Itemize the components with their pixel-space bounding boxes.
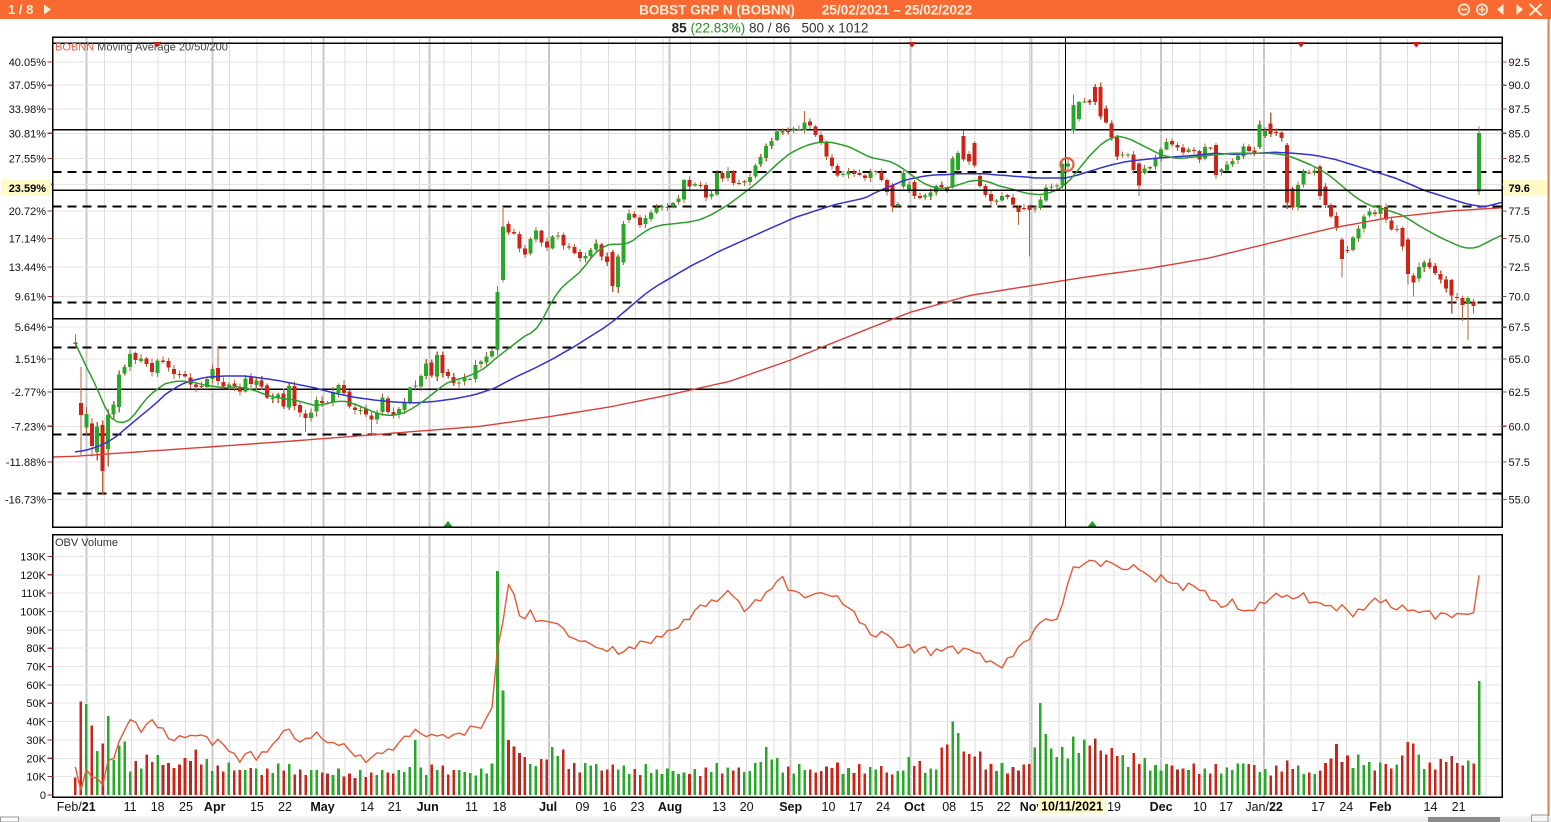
svg-text:OBV Volume: OBV Volume: [55, 537, 118, 549]
svg-text:21: 21: [388, 800, 402, 814]
svg-text:19: 19: [1107, 800, 1121, 814]
svg-text:20K: 20K: [26, 753, 46, 765]
svg-text:27.55%: 27.55%: [9, 153, 47, 165]
svg-text:37.05%: 37.05%: [9, 80, 47, 92]
svg-text:5.64%: 5.64%: [15, 322, 46, 334]
svg-text:20.72%: 20.72%: [9, 206, 47, 218]
svg-text:Oct: Oct: [904, 800, 926, 814]
svg-text:Sep: Sep: [779, 800, 802, 814]
svg-text:Jun: Jun: [417, 800, 439, 814]
svg-text:14: 14: [1424, 800, 1438, 814]
svg-text:110K: 110K: [21, 588, 47, 600]
svg-text:18: 18: [151, 800, 165, 814]
svg-text:23: 23: [631, 800, 645, 814]
svg-text:25: 25: [179, 800, 193, 814]
svg-text:90.0: 90.0: [1509, 80, 1530, 92]
svg-text:30.81%: 30.81%: [9, 128, 47, 140]
svg-text:72.5: 72.5: [1509, 262, 1530, 274]
svg-text:17: 17: [1311, 800, 1325, 814]
svg-text:50K: 50K: [26, 698, 46, 710]
svg-text:20: 20: [740, 800, 754, 814]
svg-text:60K: 60K: [26, 680, 46, 692]
svg-text:80K: 80K: [26, 643, 46, 655]
svg-text:25/02/2021 – 25/02/2022: 25/02/2021 – 25/02/2022: [822, 3, 972, 18]
svg-text:40K: 40K: [26, 717, 46, 729]
svg-text:100K: 100K: [20, 607, 46, 619]
svg-text:57.5: 57.5: [1509, 457, 1530, 469]
svg-text:10: 10: [822, 800, 836, 814]
svg-text:15: 15: [250, 800, 264, 814]
svg-text:10K: 10K: [26, 772, 46, 784]
svg-text:13.44%: 13.44%: [9, 262, 47, 274]
svg-text:10/11/2021: 10/11/2021: [1041, 800, 1103, 814]
svg-text:65.0: 65.0: [1509, 354, 1530, 366]
svg-text:70K: 70K: [26, 662, 46, 674]
svg-text:17: 17: [849, 800, 863, 814]
svg-text:9.61%: 9.61%: [15, 292, 46, 304]
svg-text:1 / 8: 1 / 8: [8, 2, 33, 17]
svg-text:90K: 90K: [26, 625, 46, 637]
svg-text:May: May: [310, 800, 334, 814]
svg-text:33.98%: 33.98%: [9, 104, 47, 116]
svg-text:Feb: Feb: [1369, 800, 1392, 814]
svg-text:-11.88%: -11.88%: [6, 457, 46, 469]
svg-text:14: 14: [360, 800, 374, 814]
svg-text:17: 17: [1219, 800, 1233, 814]
svg-text:Feb/21: Feb/21: [57, 800, 96, 814]
svg-text:09: 09: [576, 800, 590, 814]
svg-text:1.51%: 1.51%: [15, 354, 46, 366]
svg-text:-2.77%: -2.77%: [11, 387, 46, 399]
svg-text:85 (22.83%) 80 / 86 500 x 10: 85 (22.83%) 80 / 86 500 x 1012: [672, 21, 869, 36]
svg-text:22: 22: [997, 800, 1011, 814]
svg-text:15: 15: [970, 800, 984, 814]
svg-text:-16.73%: -16.73%: [5, 495, 46, 507]
svg-text:Jan/22: Jan/22: [1245, 800, 1283, 814]
svg-text:Aug: Aug: [658, 800, 682, 814]
svg-text:08: 08: [942, 800, 956, 814]
svg-text:62.5: 62.5: [1509, 387, 1530, 399]
svg-text:79.6: 79.6: [1509, 183, 1530, 195]
svg-text:77.5: 77.5: [1509, 206, 1530, 218]
svg-text:Nov: Nov: [1020, 800, 1044, 814]
svg-text:85.0: 85.0: [1509, 128, 1530, 140]
svg-text:10: 10: [1193, 800, 1207, 814]
svg-text:92.5: 92.5: [1509, 57, 1530, 69]
svg-text:Jul: Jul: [539, 800, 557, 814]
svg-text:70.0: 70.0: [1509, 292, 1530, 304]
svg-text:Dec: Dec: [1150, 800, 1173, 814]
svg-text:13: 13: [712, 800, 726, 814]
svg-text:21: 21: [1452, 800, 1466, 814]
svg-text:11: 11: [124, 800, 137, 814]
svg-text:60.0: 60.0: [1509, 421, 1530, 433]
svg-text:BOBST GRP N (BOBNN): BOBST GRP N (BOBNN): [639, 3, 795, 18]
svg-text:75.0: 75.0: [1509, 234, 1530, 246]
svg-text:87.5: 87.5: [1509, 104, 1530, 116]
svg-text:67.5: 67.5: [1509, 322, 1530, 334]
svg-text:82.5: 82.5: [1509, 153, 1530, 165]
svg-text:24: 24: [876, 800, 890, 814]
svg-text:23.59%: 23.59%: [9, 183, 47, 195]
svg-text:55.0: 55.0: [1509, 495, 1530, 507]
svg-text:24: 24: [1339, 800, 1353, 814]
svg-text:16: 16: [603, 800, 617, 814]
svg-text:-7.23%: -7.23%: [11, 421, 46, 433]
svg-text:40.05%: 40.05%: [9, 57, 47, 69]
svg-text:Apr: Apr: [204, 800, 226, 814]
svg-text:0: 0: [40, 790, 46, 802]
svg-text:130K: 130K: [20, 552, 46, 564]
svg-text:120K: 120K: [20, 570, 46, 582]
svg-text:11: 11: [465, 800, 478, 814]
svg-text:30K: 30K: [26, 735, 46, 747]
svg-text:22: 22: [278, 800, 292, 814]
svg-text:17.14%: 17.14%: [9, 234, 47, 246]
svg-text:18: 18: [493, 800, 507, 814]
svg-text:BOBNN Moving Average 20/50/200: BOBNN Moving Average 20/50/200: [55, 42, 228, 54]
